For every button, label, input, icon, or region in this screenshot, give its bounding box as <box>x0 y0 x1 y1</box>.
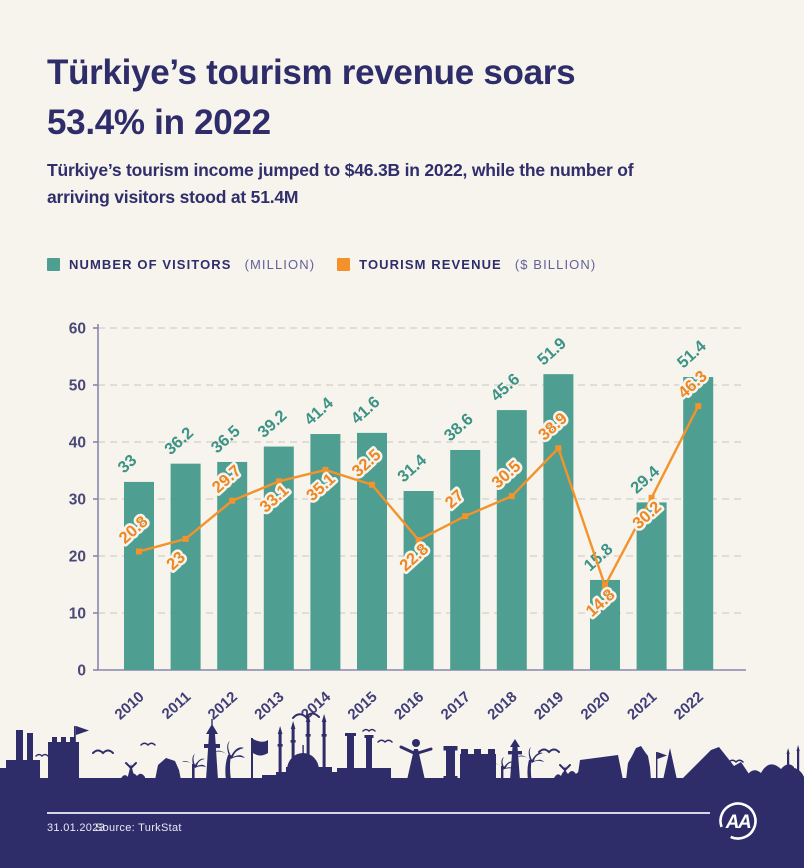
marker-2012 <box>229 497 236 504</box>
footer-band <box>0 778 804 868</box>
legend-item-visitors: NUMBER OF VISITORS (MILLION) <box>47 257 315 272</box>
bar-2017 <box>450 449 481 670</box>
legend-item-revenue: TOURISM REVENUE ($ BILLION) <box>337 257 596 272</box>
palm-tree <box>214 741 245 780</box>
aa-logo-text: AA <box>725 812 751 833</box>
marker-2015 <box>369 481 375 488</box>
chart-area: 0 10 20 30 40 50 60 33 2010 36.2 2011 36.5 2012 39.2 2… <box>42 320 802 723</box>
footer-divider <box>47 812 710 814</box>
marker-2013 <box>275 478 282 485</box>
bar-2019 <box>543 374 574 670</box>
marker-2016 <box>415 537 422 544</box>
anadolu-agency-logo: AA <box>719 802 757 840</box>
ytick-label-30: 30 <box>69 492 86 509</box>
bar-2021 <box>636 502 667 670</box>
rock-silhouette <box>155 758 181 780</box>
marker-2020 <box>602 582 608 589</box>
bar-value-2019: 51.9 <box>534 334 570 369</box>
bar-2015 <box>357 432 387 670</box>
bar-2018 <box>496 410 527 670</box>
ytick-label-10: 10 <box>69 606 86 623</box>
spire <box>663 748 677 780</box>
bar-2020 <box>590 579 620 670</box>
factory-silhouette <box>6 730 40 780</box>
people-silhouette <box>120 762 145 780</box>
bar-value-2014: 41.4 <box>301 394 338 429</box>
whirling-dervish <box>399 739 433 780</box>
chart-legend: NUMBER OF VISITORS (MILLION) TOURISM REV… <box>47 257 596 272</box>
mountain <box>681 747 753 780</box>
footer-source: Source: TurkStat <box>95 822 182 834</box>
bar-value-2013: 39.2 <box>254 407 290 442</box>
bar-value-2021: 29.4 <box>627 462 664 497</box>
ytick-label-40: 40 <box>69 435 86 452</box>
legend-label-visitors: NUMBER OF VISITORS <box>69 257 232 272</box>
ytick-label-50: 50 <box>69 378 86 395</box>
corner-mosque <box>778 745 804 780</box>
long-building <box>577 755 623 780</box>
bar-2011 <box>170 463 201 670</box>
visitors-swatch-icon <box>47 258 60 271</box>
small-palm-2 <box>492 757 514 780</box>
small-flag <box>656 752 667 780</box>
clock-tower-2 <box>508 739 522 780</box>
marker-2018 <box>508 493 515 500</box>
marker-2017 <box>462 513 469 520</box>
column <box>443 746 458 780</box>
bar-value-2017: 38.6 <box>441 410 477 445</box>
marker-2010 <box>136 548 142 555</box>
marker-2019 <box>555 445 562 452</box>
wavy-flag <box>251 738 268 780</box>
legend-unit-visitors: (MILLION) <box>244 257 316 272</box>
palm-tree-2 <box>517 747 544 780</box>
marker-2014 <box>322 466 329 473</box>
marker-2021 <box>648 494 655 501</box>
bar-value-2018: 45.6 <box>487 370 523 405</box>
page-subtitle: Türkiye’s tourism income jumped to $46.3… <box>47 160 634 208</box>
bar-value-2016: 31.4 <box>394 451 431 486</box>
bar-value-2012: 36.5 <box>208 422 244 457</box>
page-title: Türkiye’s tourism revenue soars 53.4% in… <box>47 53 576 142</box>
small-palm <box>182 754 206 780</box>
castle-silhouette <box>48 726 89 780</box>
monument <box>626 746 651 780</box>
ancient-ruins <box>337 728 391 780</box>
bar-value-2015: 41.6 <box>348 393 384 428</box>
marker-2022 <box>695 403 702 410</box>
ytick-label-0: 0 <box>77 663 86 680</box>
legend-unit-revenue: ($ BILLION) <box>514 257 597 272</box>
clock-tower <box>204 719 220 780</box>
people-silhouette-2 <box>553 764 582 780</box>
city-walls <box>460 749 496 780</box>
ytick-label-60: 60 <box>69 321 86 338</box>
legend-label-revenue: TOURISM REVENUE <box>359 257 502 272</box>
bar-value-2022: 51.4 <box>674 337 711 372</box>
bar-value-2010: 33 <box>115 451 141 477</box>
bar-value-2011: 36.2 <box>161 424 197 459</box>
turkey-skyline-silhouette <box>0 712 804 868</box>
bar-2016 <box>403 491 434 670</box>
chart-plot: 010203040506033201036.2201136.5201239.22… <box>69 321 746 723</box>
ytick-label-20: 20 <box>69 549 86 566</box>
bar-2022 <box>683 377 714 670</box>
marker-2011 <box>182 535 189 542</box>
grand-mosque <box>276 714 352 780</box>
revenue-swatch-icon <box>337 258 351 271</box>
bar-2010 <box>124 481 154 670</box>
footer-date: 31.01.2023 <box>47 822 106 834</box>
